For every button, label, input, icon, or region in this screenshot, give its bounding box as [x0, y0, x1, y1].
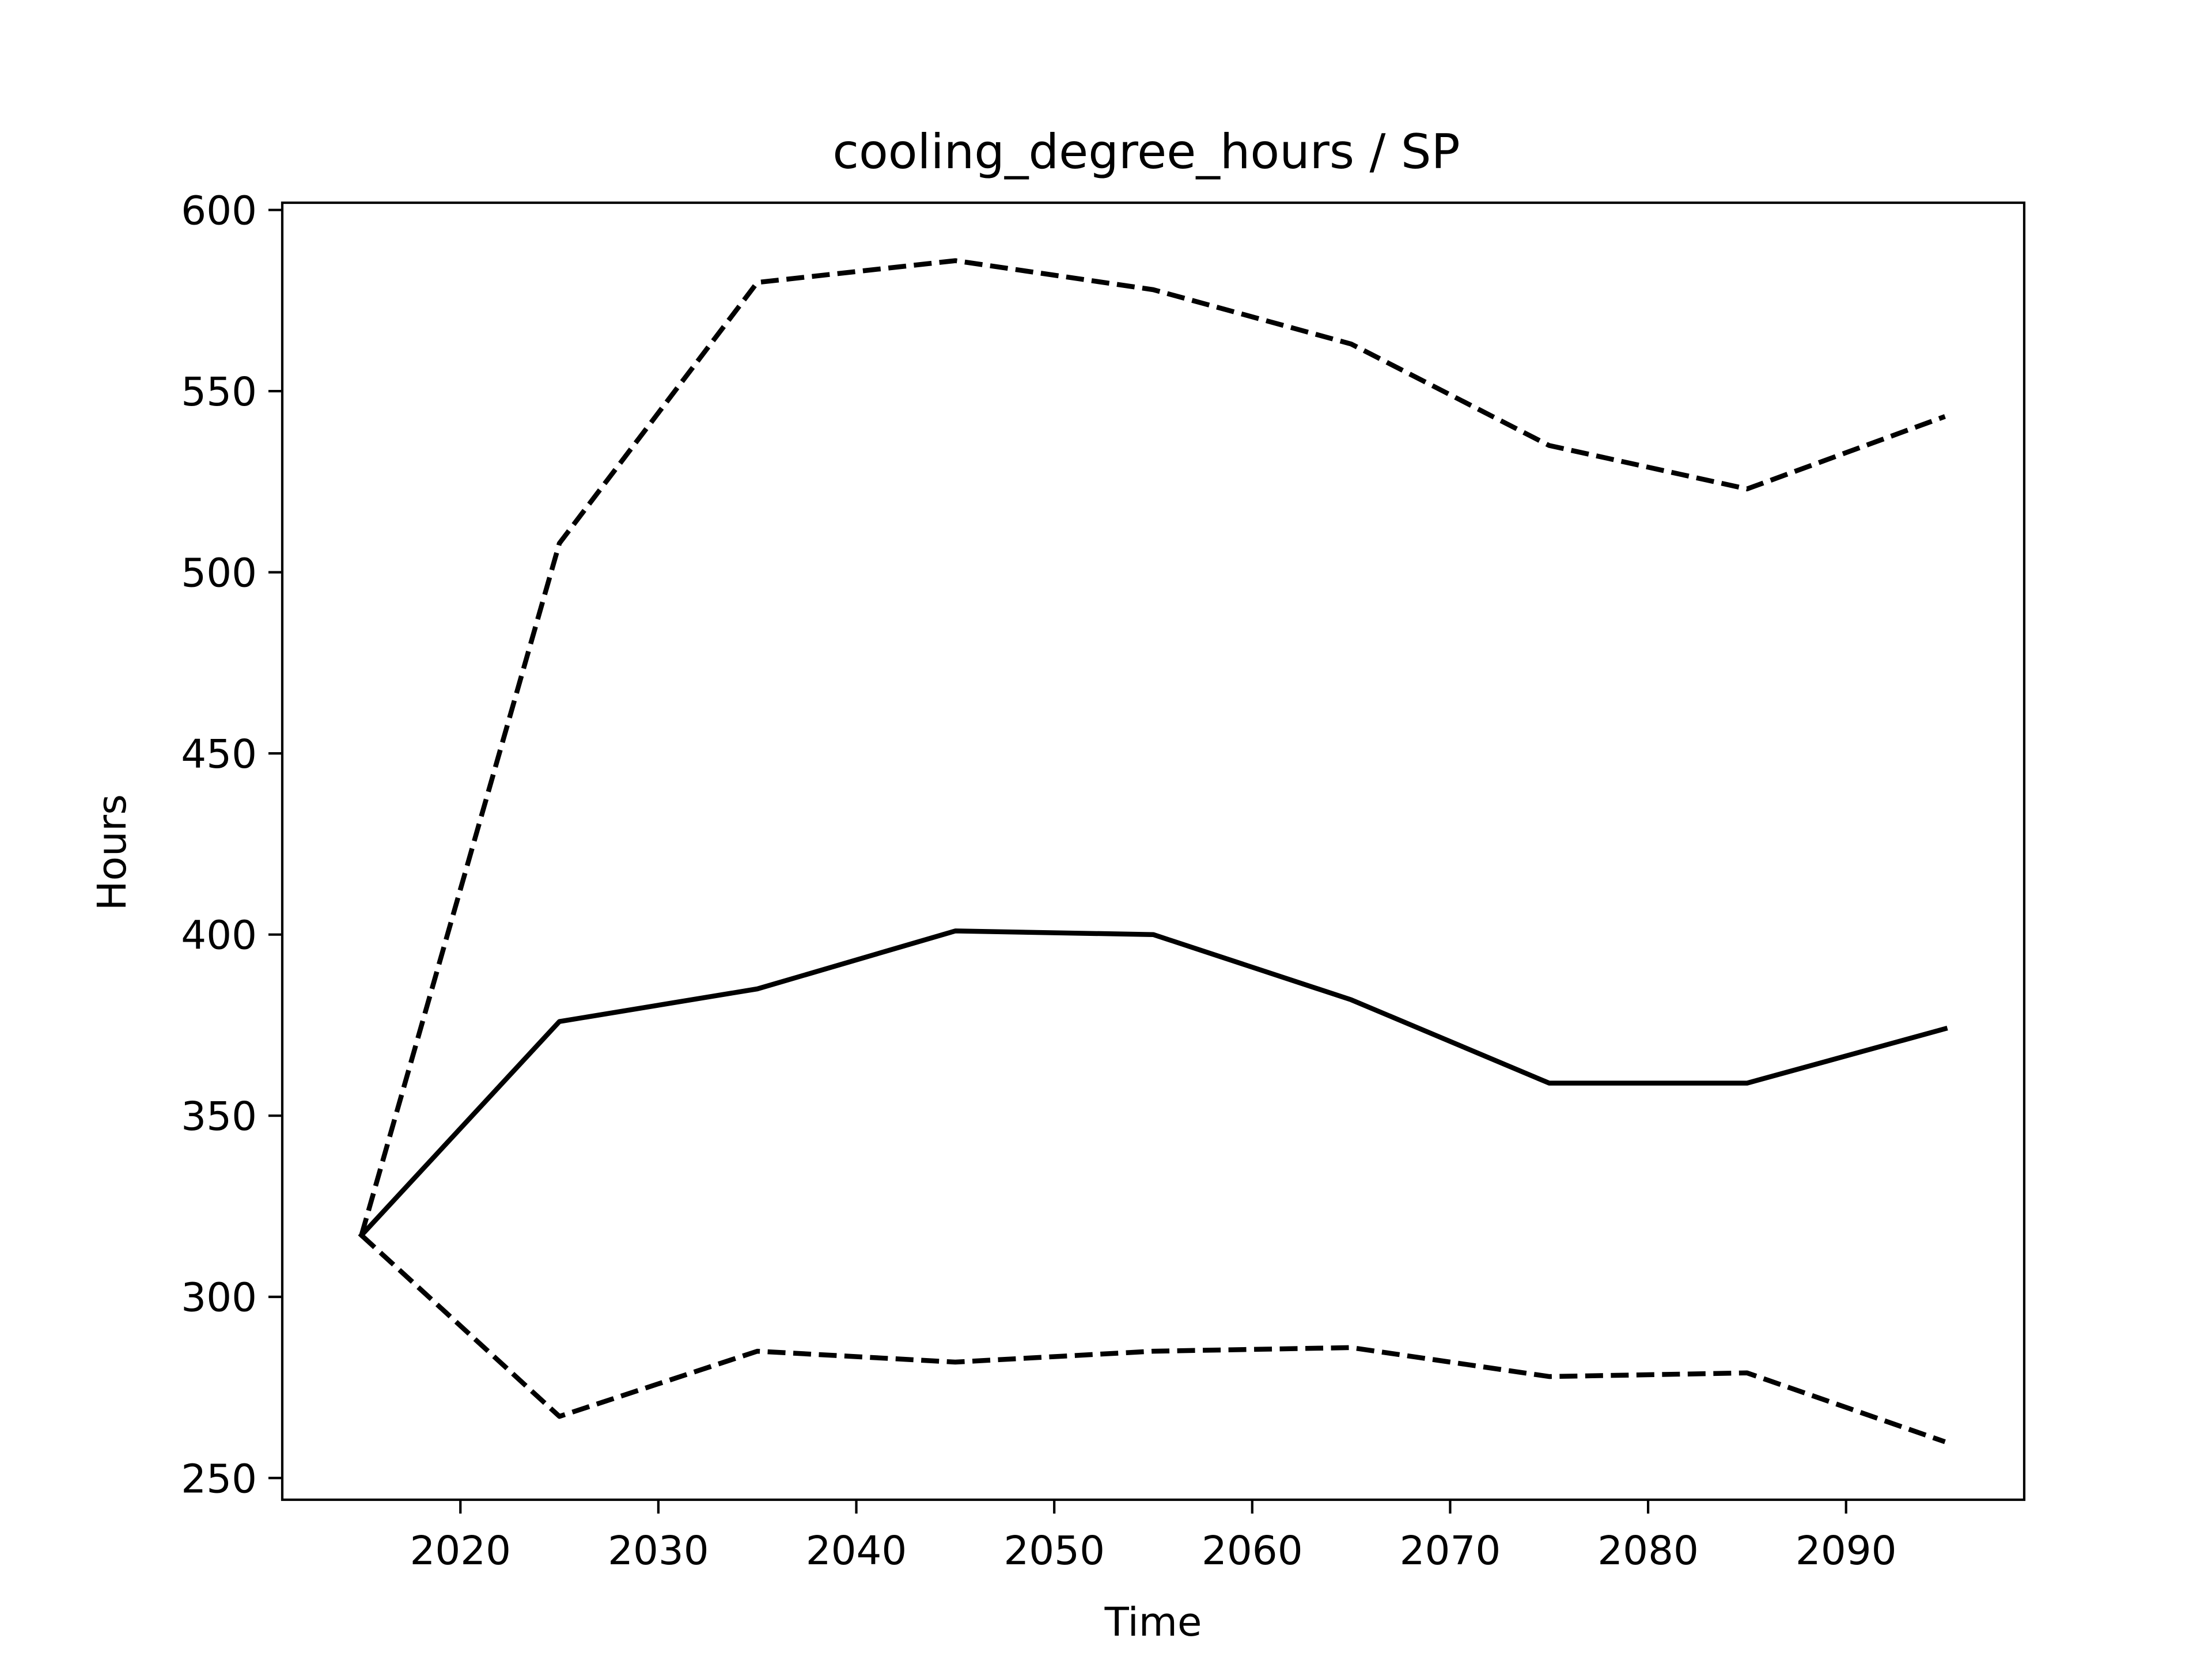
series-line-2 — [359, 1233, 1946, 1444]
x-tick-label: 2030 — [608, 1528, 709, 1574]
x-tick-label: 2020 — [410, 1528, 511, 1574]
series-layer — [358, 258, 1948, 1444]
y-tick-label: 550 — [181, 369, 257, 415]
series-line-1 — [358, 928, 1948, 1239]
y-tick-label: 350 — [181, 1094, 257, 1140]
x-tick-label: 2070 — [1400, 1528, 1501, 1574]
x-tick-label: 2080 — [1597, 1528, 1699, 1574]
y-tick-label: 300 — [181, 1275, 257, 1321]
y-tick-label: 500 — [181, 551, 257, 597]
x-tick-label: 2050 — [1003, 1528, 1105, 1574]
y-tick-label: 600 — [181, 188, 257, 234]
y-axis: 250 300 350 400 450 500 550 600 — [181, 188, 282, 1502]
x-tick-label: 2090 — [1796, 1528, 1897, 1574]
series-line-0 — [359, 258, 1946, 1236]
x-tick-label: 2040 — [806, 1528, 907, 1574]
x-axis-label: Time — [1104, 1599, 1202, 1645]
x-tick-label: 2060 — [1202, 1528, 1303, 1574]
y-tick-label: 250 — [181, 1456, 257, 1502]
chart-title: cooling_degree_hours / SP — [832, 124, 1460, 180]
y-tick-label: 450 — [181, 731, 257, 778]
x-axis: 2020 2030 2040 2050 2060 2070 2080 2090 — [410, 1500, 1897, 1574]
y-axis-label: Hours — [89, 794, 135, 911]
plot-frame — [281, 201, 2026, 1501]
y-tick-label: 400 — [181, 913, 257, 959]
